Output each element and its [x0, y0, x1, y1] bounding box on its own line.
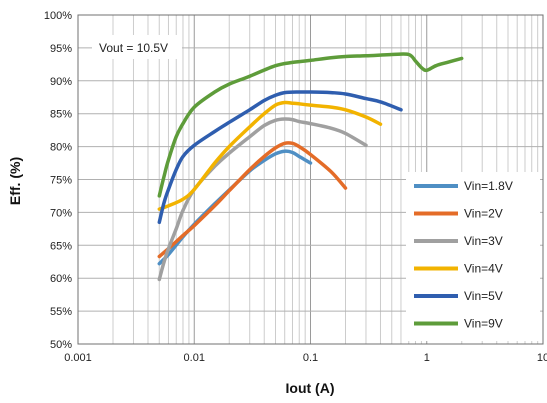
y-tick-label: 70% [50, 207, 72, 219]
x-tick-label: 0.01 [184, 352, 205, 364]
x-tick-label: 1 [424, 352, 430, 364]
y-tick-label: 100% [44, 10, 72, 22]
annotation-box: Vout = 10.5V [92, 35, 182, 59]
y-tick-label: 60% [50, 273, 72, 285]
y-tick-label: 65% [50, 240, 72, 252]
series-line-vin-9v [157, 52, 464, 198]
series-line-vin-3v [157, 117, 368, 282]
x-tick-label: 10 [537, 352, 547, 364]
x-tick-label: 0.001 [64, 352, 92, 364]
y-axis-ticks: 50% 55% 60% 65% 70% 75% 80% 85% 90% 95% 100% [44, 10, 72, 351]
x-axis-ticks: 0.001 0.01 0.1 1 10 [64, 352, 547, 364]
x-tick-label: 0.1 [303, 352, 318, 364]
series-lines [157, 52, 464, 282]
legend-label: Vin=3V [464, 234, 503, 248]
series-line-vin-5v [157, 90, 403, 225]
y-tick-label: 80% [50, 142, 72, 154]
series-line-vin-2v [157, 141, 348, 259]
legend-label: Vin=5V [464, 289, 503, 303]
x-axis-label: Iout (A) [286, 380, 335, 396]
y-tick-label: 90% [50, 76, 72, 88]
annotation-text: Vout = 10.5V [99, 41, 168, 55]
legend-label: Vin=2V [464, 207, 503, 221]
legend-background [406, 172, 540, 341]
y-tick-label: 50% [50, 339, 72, 351]
plot-border [77, 14, 544, 345]
legend-label: Vin=1.8V [464, 179, 513, 193]
y-tick-label: 55% [50, 306, 72, 318]
y-tick-label: 95% [50, 43, 72, 55]
y-axis-label: Eff. (%) [7, 157, 23, 205]
legend-label: Vin=9V [464, 317, 503, 331]
series-line-vin-4v [157, 100, 383, 211]
legend-label: Vin=4V [464, 262, 503, 276]
legend: Vin=1.8V Vin=2V Vin=3V Vin=4V Vin=5V Vin=9V [406, 172, 540, 341]
y-tick-label: 85% [50, 109, 72, 121]
y-tick-label: 75% [50, 175, 72, 187]
